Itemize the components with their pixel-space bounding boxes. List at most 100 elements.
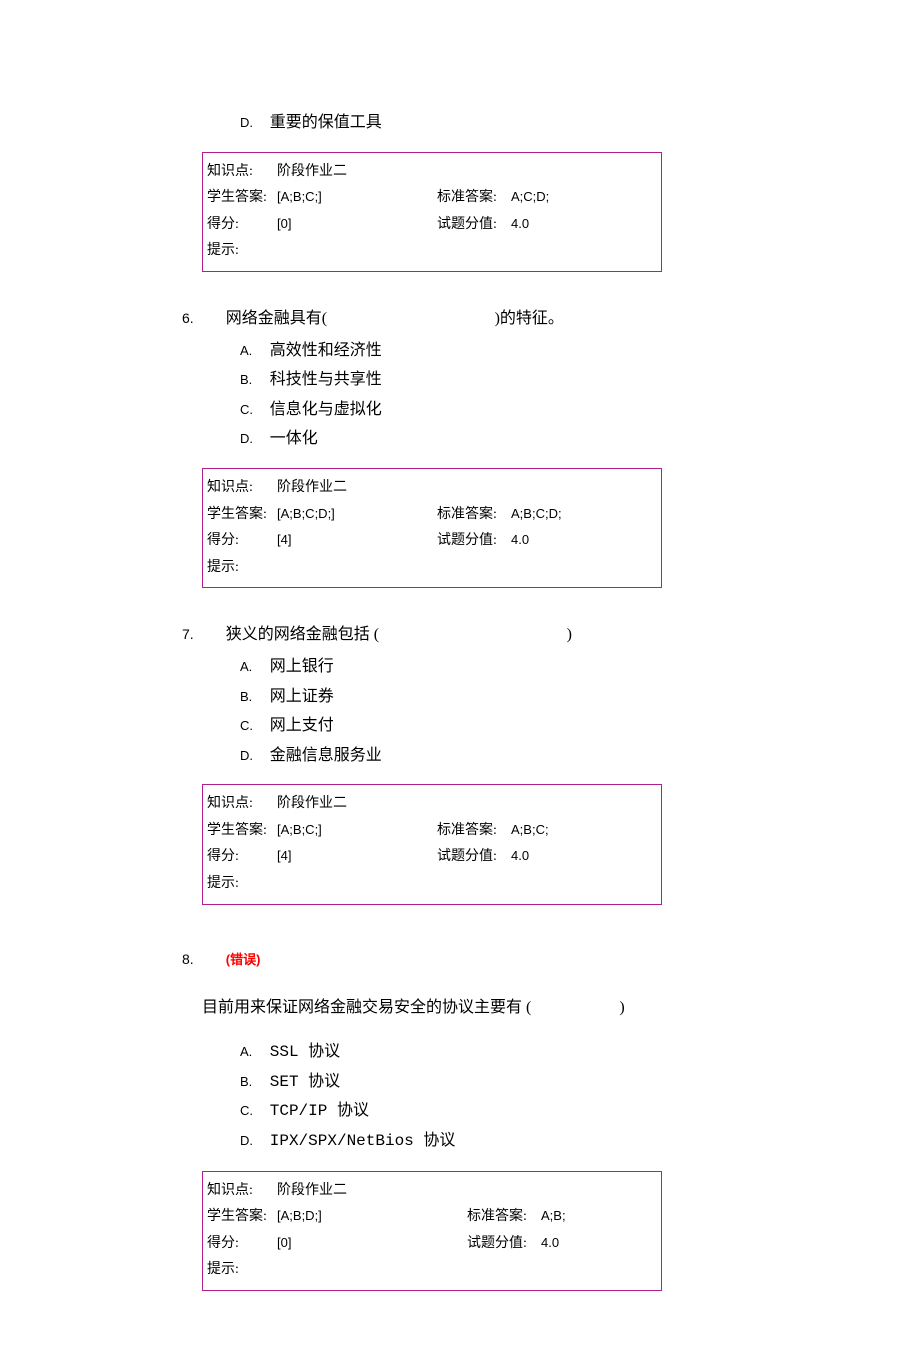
option-letter: D. [240, 113, 266, 134]
q8-option-a: A. SSL 协议 [240, 1040, 860, 1066]
wrong-tag: (错误) [226, 952, 261, 967]
option-letter: B. [240, 687, 266, 708]
option-letter: D. [240, 1131, 266, 1152]
question-text-b: ) [619, 999, 624, 1016]
option-letter: B. [240, 1072, 266, 1093]
q6-answer-box: 知识点: 阶段作业二 学生答案: [A;B;C;D;] 标准答案: A;B;C;… [202, 468, 662, 588]
option-text: SET 协议 [270, 1073, 340, 1091]
option-text: 金融信息服务业 [270, 747, 382, 764]
option-letter: B. [240, 370, 266, 391]
option-letter: A. [240, 657, 266, 678]
score-value: [0] [277, 212, 437, 239]
value-value: 4.0 [511, 844, 529, 871]
option-letter: D. [240, 746, 266, 767]
q5-option-d: D. 重要的保值工具 [240, 110, 860, 136]
option-text: SSL 协议 [270, 1043, 340, 1061]
student-ans-label: 学生答案: [207, 502, 277, 529]
option-text: 网上支付 [270, 717, 334, 734]
std-ans-value: A;B;C; [511, 818, 549, 845]
std-ans-value: A;B; [541, 1204, 566, 1231]
std-ans-value: A;C;D; [511, 185, 549, 212]
option-letter: C. [240, 400, 266, 421]
hint-label: 提示: [207, 871, 277, 898]
student-ans-value: [A;B;C;D;] [277, 502, 437, 529]
option-text: 网上证券 [270, 688, 334, 705]
student-ans-value: [A;B;D;] [277, 1204, 467, 1231]
student-ans-value: [A;B;C;] [277, 185, 437, 212]
q6-option-a: A. 高效性和经济性 [240, 338, 860, 364]
option-text: TCP/IP 协议 [270, 1102, 369, 1120]
q7-option-b: B. 网上证券 [240, 684, 860, 710]
hint-label: 提示: [207, 238, 277, 265]
score-label: 得分: [207, 528, 277, 555]
std-ans-label: 标准答案: [437, 502, 511, 529]
hint-label: 提示: [207, 555, 277, 582]
q7-option-a: A. 网上银行 [240, 654, 860, 680]
question-text-b: ) [567, 626, 572, 643]
option-text: 科技性与共享性 [270, 371, 382, 388]
option-text: 高效性和经济性 [270, 342, 382, 359]
q6-option-c: C. 信息化与虚拟化 [240, 397, 860, 423]
value-label: 试题分值: [437, 528, 511, 555]
student-ans-label: 学生答案: [207, 818, 277, 845]
option-text: 重要的保值工具 [270, 114, 382, 131]
q7-stem: 7. 狭义的网络金融包括 ( ) [60, 622, 860, 648]
kp-value: 阶段作业二 [277, 1178, 347, 1205]
value-value: 4.0 [511, 528, 529, 555]
student-ans-label: 学生答案: [207, 1204, 277, 1231]
question-text-b: )的特征。 [495, 310, 564, 327]
hint-label: 提示: [207, 1257, 277, 1284]
q5-answer-box: 知识点: 阶段作业二 学生答案: [A;B;C;] 标准答案: A;C;D; 得… [202, 152, 662, 272]
option-text: 一体化 [270, 430, 318, 447]
question-text-a: 目前用来保证网络金融交易安全的协议主要有 ( [202, 999, 531, 1016]
question-number: 8. [182, 951, 222, 967]
kp-value: 阶段作业二 [277, 159, 347, 186]
q7-option-d: D. 金融信息服务业 [240, 743, 860, 769]
value-value: 4.0 [511, 212, 529, 239]
document-page: D. 重要的保值工具 知识点: 阶段作业二 学生答案: [A;B;C;] 标准答… [0, 0, 920, 1355]
kp-value: 阶段作业二 [277, 791, 347, 818]
option-text: 网上银行 [270, 658, 334, 675]
std-ans-label: 标准答案: [467, 1204, 541, 1231]
q8-option-b: B. SET 协议 [240, 1070, 860, 1096]
score-label: 得分: [207, 212, 277, 239]
value-label: 试题分值: [467, 1231, 541, 1258]
option-letter: C. [240, 1101, 266, 1122]
std-ans-value: A;B;C;D; [511, 502, 562, 529]
kp-label: 知识点: [207, 475, 277, 502]
question-number: 6. [182, 307, 222, 329]
option-letter: A. [240, 1042, 266, 1063]
question-text-a: 狭义的网络金融包括 ( [226, 626, 379, 643]
score-label: 得分: [207, 1231, 277, 1258]
q7-answer-box: 知识点: 阶段作业二 学生答案: [A;B;C;] 标准答案: A;B;C; 得… [202, 784, 662, 904]
std-ans-label: 标准答案: [437, 185, 511, 212]
q8-stem: 目前用来保证网络金融交易安全的协议主要有 ( ) [202, 995, 860, 1021]
option-text: 信息化与虚拟化 [270, 401, 382, 418]
kp-label: 知识点: [207, 791, 277, 818]
kp-value: 阶段作业二 [277, 475, 347, 502]
student-ans-label: 学生答案: [207, 185, 277, 212]
score-value: [4] [277, 844, 437, 871]
question-number: 7. [182, 623, 222, 645]
value-label: 试题分值: [437, 844, 511, 871]
q7-option-c: C. 网上支付 [240, 713, 860, 739]
kp-label: 知识点: [207, 1178, 277, 1205]
option-letter: D. [240, 429, 266, 450]
kp-label: 知识点: [207, 159, 277, 186]
std-ans-label: 标准答案: [437, 818, 511, 845]
score-value: [4] [277, 528, 437, 555]
q8-option-d: D. IPX/SPX/NetBios 协议 [240, 1129, 860, 1155]
option-letter: A. [240, 341, 266, 362]
q6-option-b: B. 科技性与共享性 [240, 367, 860, 393]
value-value: 4.0 [541, 1231, 559, 1258]
option-letter: C. [240, 716, 266, 737]
option-text: IPX/SPX/NetBios 协议 [270, 1132, 456, 1150]
q8-answer-box: 知识点: 阶段作业二 学生答案: [A;B;D;] 标准答案: A;B; 得分:… [202, 1171, 662, 1291]
q8-option-c: C. TCP/IP 协议 [240, 1099, 860, 1125]
score-label: 得分: [207, 844, 277, 871]
q6-option-d: D. 一体化 [240, 426, 860, 452]
student-ans-value: [A;B;C;] [277, 818, 437, 845]
score-value: [0] [277, 1231, 467, 1258]
q6-stem: 6. 网络金融具有( )的特征。 [60, 306, 860, 332]
question-text-a: 网络金融具有( [226, 310, 327, 327]
